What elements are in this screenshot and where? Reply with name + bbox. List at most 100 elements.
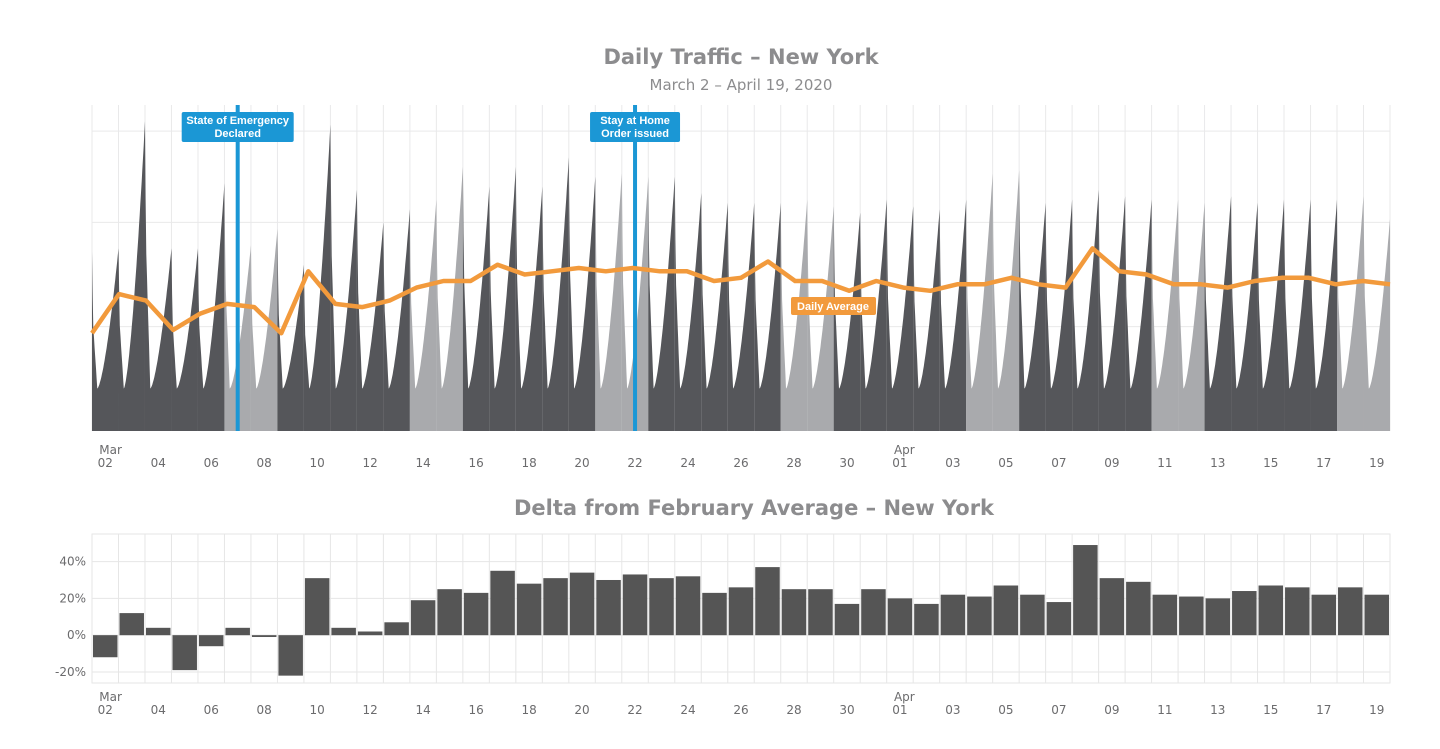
traffic-area-weekday [542,157,569,431]
x-tick-label: 19 [1369,456,1384,470]
traffic-area-weekday [939,199,967,431]
delta-bar [172,635,197,671]
delta-bar [1073,545,1098,636]
delta-bar [1205,598,1231,636]
delta-bar [463,592,489,636]
traffic-area-weekend-day [1363,196,1390,431]
x-tick-label: 10 [310,703,325,717]
traffic-area-weekday [171,248,198,431]
x-tick-label: 16 [468,703,483,717]
traffic-area-weekday [303,124,331,431]
delta-bar [1311,594,1337,636]
traffic-area-weekend-day [992,170,1020,431]
delta-bar [1020,594,1045,636]
annotation-label: State of Emergency [186,115,290,127]
traffic-area-weekday [648,176,675,431]
traffic-area-weekday [886,199,914,431]
traffic-area-weekday [383,209,410,431]
delta-bar [728,587,754,636]
x-tick-label: 22 [627,703,642,717]
traffic-area-weekday [568,157,596,431]
traffic-area-weekday [1098,189,1126,431]
delta-bar [596,579,621,636]
delta-bar [384,622,409,636]
top-chart-title: Daily Traffic – New York [603,45,879,69]
month-label: Apr [894,690,915,704]
x-tick-label: 18 [521,456,536,470]
annotation-label-box [590,112,681,142]
traffic-area-weekend-day [250,228,278,431]
delta-bar [304,578,330,636]
top-chart-subtitle: March 2 – April 19, 2020 [650,76,833,94]
x-tick-label: 20 [574,703,589,717]
month-label: Mar [99,690,122,704]
traffic-area-weekday [727,202,755,431]
x-tick-label: 30 [839,456,854,470]
x-tick-label: 09 [1104,703,1119,717]
x-tick-label: 13 [1210,703,1225,717]
delta-bar [410,600,436,636]
delta-bar [1364,594,1389,636]
delta-bar [675,576,701,636]
x-tick-label: 12 [363,456,378,470]
x-tick-label: 14 [415,703,430,717]
annotation-label-box [181,112,294,142]
traffic-area-weekend-day [966,173,993,431]
x-tick-label: 28 [786,456,801,470]
traffic-area-weekday [197,183,225,431]
delta-bar-chart: 40% 20% 0% -20% 02 04 06 08 10 12 14 16 18 20 22 24 26 28… [55,533,1391,717]
delta-bar [1126,581,1151,636]
traffic-area-weekday [1072,189,1099,431]
traffic-area-weekday [833,206,861,431]
delta-bar [543,578,568,636]
x-tick-label: 02 [98,456,113,470]
delta-bar [251,635,277,638]
delta-bar [516,583,542,636]
traffic-area-weekend-day [1178,199,1205,431]
x-tick-label: 12 [363,703,378,717]
traffic-area-weekday [913,206,940,431]
traffic-area-weekday [92,248,119,431]
traffic-area-weekend-day [409,199,437,431]
x-tick-label: 05 [998,703,1013,717]
annotation-label: Order issued [601,128,669,140]
x-tick-label: 26 [733,456,748,470]
y-tick-label: 40% [59,555,86,569]
x-tick-label: 09 [1104,456,1119,470]
daily-average-label: Daily Average [797,301,869,313]
delta-bar [914,603,939,636]
delta-bar [967,596,992,636]
delta-bar [887,598,913,636]
traffic-area-weekend-day [1151,199,1179,431]
traffic-area-weekday [489,166,516,431]
x-tick-label: 03 [945,456,960,470]
delta-bar [861,589,886,636]
x-tick-label: 03 [945,703,960,717]
delta-bar [1338,587,1363,636]
traffic-area-weekday [118,121,145,432]
x-tick-label: 01 [892,703,907,717]
traffic-area-weekday [462,166,490,431]
y-tick-label: 20% [59,591,86,605]
delta-bar [225,627,250,636]
traffic-area-weekday [356,189,384,431]
delta-bar [1232,591,1257,636]
x-tick-label: 02 [98,703,113,717]
delta-bar [781,589,807,636]
traffic-area-weekday [1045,199,1073,431]
traffic-area-weekday [277,228,304,431]
delta-bar [490,570,515,636]
x-tick-label: 15 [1263,456,1278,470]
traffic-area-weekend-day [621,173,649,431]
x-tick-label: 17 [1316,703,1331,717]
annotation-label: Declared [214,128,260,140]
delta-bar [93,635,118,658]
x-tick-label: 05 [998,456,1013,470]
traffic-area-weekday [330,124,357,431]
x-tick-label: 06 [204,703,219,717]
x-tick-label: 01 [892,456,907,470]
delta-bar [1046,602,1072,636]
delta-bar [755,567,780,636]
delta-bar [702,592,727,636]
delta-bar [940,594,966,636]
